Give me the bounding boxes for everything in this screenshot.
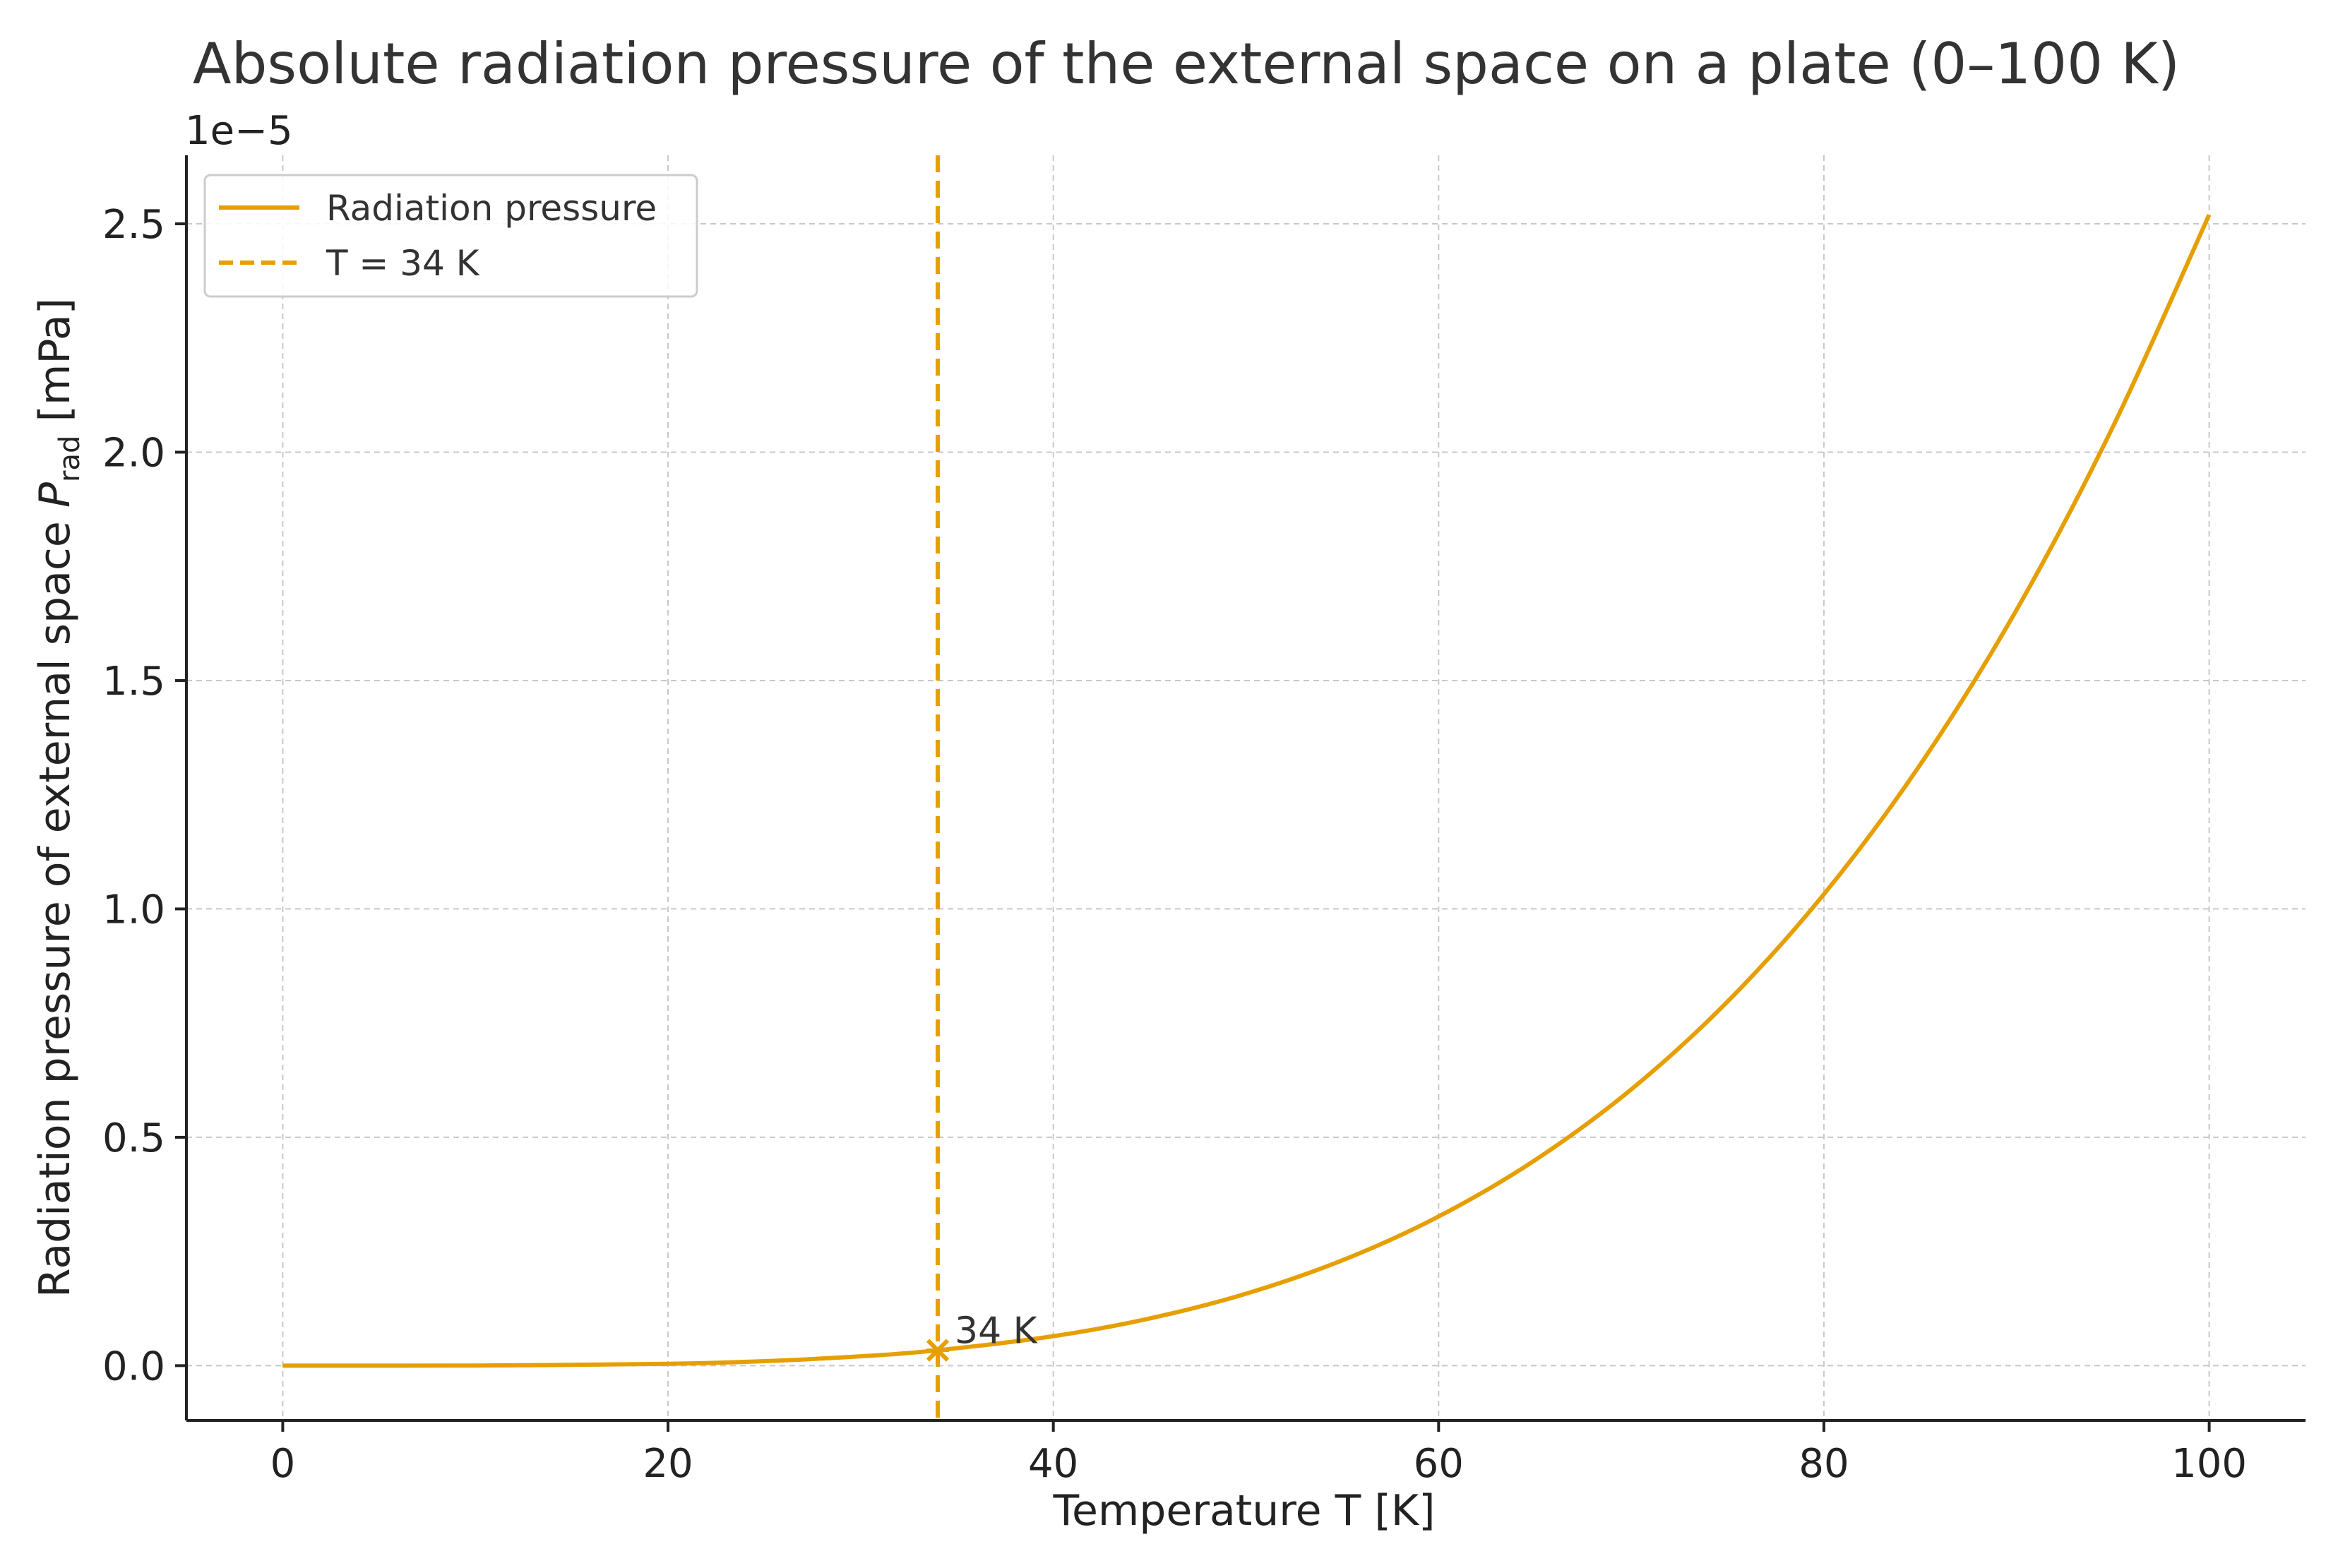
x-tick-label: 20: [643, 1441, 693, 1487]
y-tick-label: 0.0: [102, 1343, 165, 1389]
y-axis-label-prefix: Radiation pressure of external space: [30, 508, 80, 1298]
grid-lines: [186, 155, 2306, 1420]
x-axis-label: Temperature T [K]: [1052, 1486, 1435, 1536]
series: 34 K: [282, 155, 2212, 1420]
x-tick-label: 80: [1799, 1441, 1849, 1487]
x-tick-label: 0: [270, 1441, 296, 1487]
x-tick-label: 60: [1414, 1441, 1464, 1487]
annotation-34k: 34 K: [955, 1310, 1039, 1353]
threshold-marker: [926, 1339, 950, 1362]
legend-label-threshold: T = 34 K: [326, 243, 480, 284]
x-tick-label: 100: [2171, 1441, 2247, 1487]
y-axis-label-suffix: [mPa]: [30, 298, 80, 436]
y-axis-label-symbol: P: [30, 481, 80, 508]
y-tick-label: 0.5: [102, 1115, 165, 1161]
y-tick-label: 1.0: [102, 887, 165, 933]
y-axis-label-subscript: rad: [54, 436, 86, 482]
axes: 0 20 40 60 80 100 0.0 0.5 1.0 1.5 2.0 2.5: [102, 155, 2306, 1487]
legend: Radiation pressure T = 34 K: [203, 174, 698, 298]
chart-title: Absolute radiation pressure of the exter…: [193, 31, 2180, 97]
y-scale-offset-label: 1e−5: [185, 108, 293, 154]
radiation-pressure-line: [282, 213, 2212, 1368]
legend-label-radiation-pressure: Radiation pressure: [326, 188, 657, 229]
y-tick-label: 2.0: [102, 431, 165, 477]
y-tick-label: 1.5: [102, 659, 165, 705]
y-axis-label: Radiation pressure of external space Pra…: [30, 298, 86, 1298]
x-tick-label: 40: [1028, 1441, 1078, 1487]
legend-box: [203, 174, 698, 298]
y-tick-label: 2.5: [102, 202, 165, 248]
